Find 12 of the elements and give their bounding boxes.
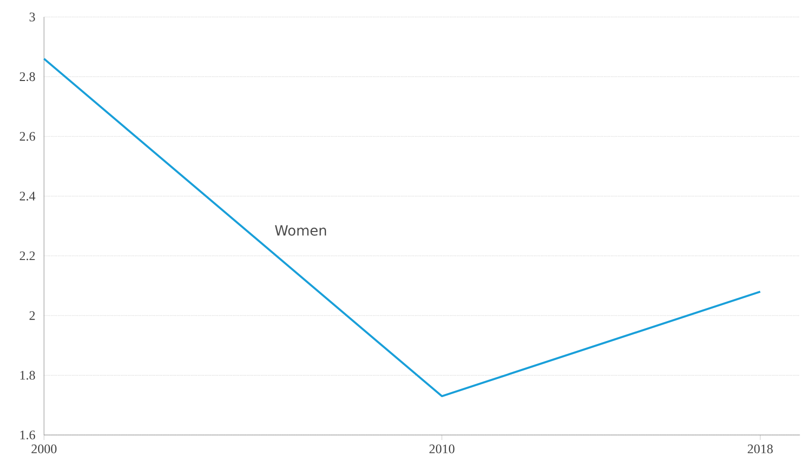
y-tick-label: 2.4: [20, 192, 36, 201]
y-tick-label: 2.6: [20, 132, 36, 141]
x-tick-label: 2010: [429, 444, 454, 454]
y-tick-label: 2.8: [20, 72, 35, 82]
y-tick-label: 2: [30, 311, 35, 320]
x-tick-label: 2018: [748, 444, 773, 454]
y-tick-label: 1.6: [20, 430, 36, 440]
x-tick-label: 2000: [32, 444, 57, 454]
y-tick-label: 2.2: [20, 251, 35, 260]
y-tick-label: 1.8: [20, 370, 35, 380]
series-label: Women: [274, 225, 326, 236]
y-tick-label: 3: [30, 12, 35, 22]
